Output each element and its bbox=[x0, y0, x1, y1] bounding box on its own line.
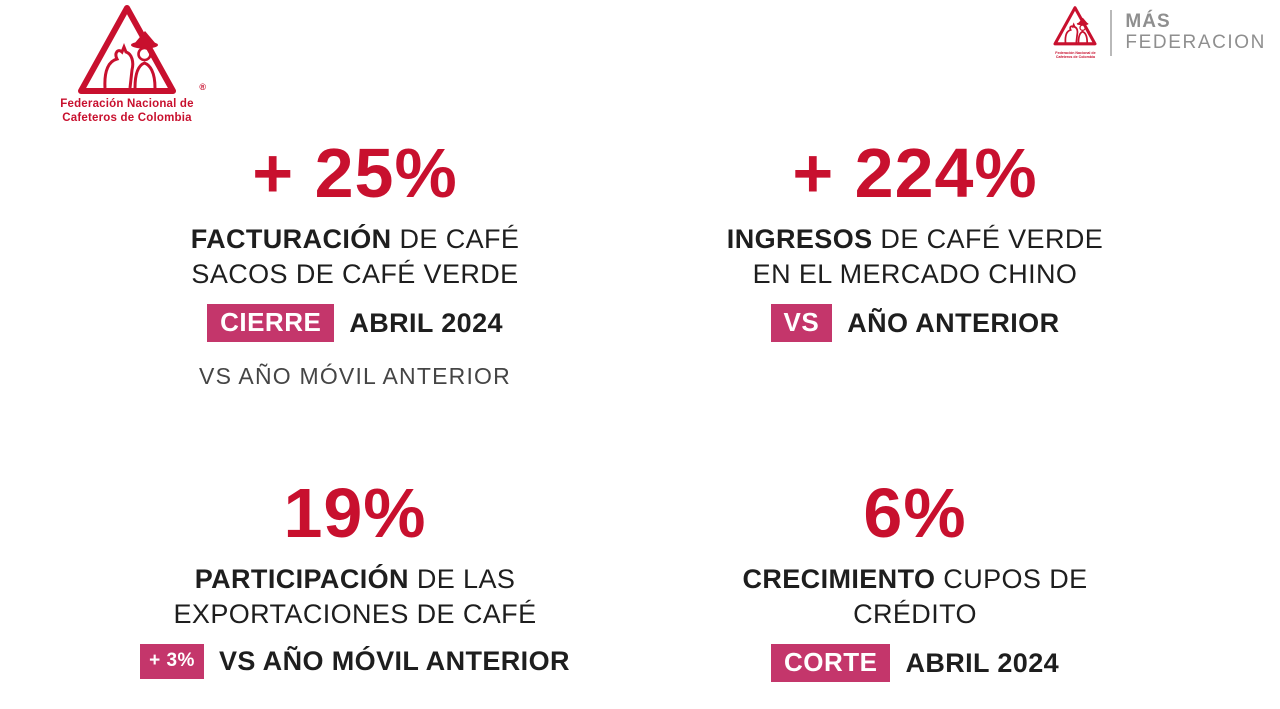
stat-badge-row: VS AÑO ANTERIOR bbox=[770, 304, 1060, 343]
federacion-triangle-emblem-small-icon bbox=[1053, 6, 1097, 46]
vertical-divider bbox=[1110, 9, 1113, 56]
mas-federacion-lockup: Federación Nacional de Cafeteros de Colo… bbox=[1053, 6, 1266, 59]
stat-description-line2: SACOS DE CAFÉ VERDE bbox=[191, 258, 519, 289]
stat-value: 6% bbox=[863, 474, 967, 552]
registered-mark: ® bbox=[199, 82, 206, 92]
stat-card-crecimiento: 6% CRECIMIENTO CUPOS DE CRÉDITO CORTE AB… bbox=[640, 478, 1280, 709]
stat-description-bold: FACTURACIÓN bbox=[190, 224, 392, 254]
federacion-logo-small: Federación Nacional de Cafeteros de Colo… bbox=[1053, 6, 1097, 59]
stat-badge-label: VS AÑO MÓVIL ANTERIOR bbox=[218, 646, 570, 677]
stat-badge-label: ABRIL 2024 bbox=[349, 307, 503, 338]
stat-badge: + 3% bbox=[140, 644, 204, 680]
federacion-logo-small-text: Federación Nacional de Cafeteros de Colo… bbox=[1053, 51, 1097, 59]
federacion-logo-small-text-line2: Cafeteros de Colombia bbox=[1055, 55, 1095, 60]
stat-footnote bbox=[640, 363, 1190, 387]
stat-badge-row: CIERRE ABRIL 2024 bbox=[207, 304, 503, 343]
stat-badge: CORTE bbox=[770, 644, 891, 683]
stat-description-line1: INGRESOS DE CAFÉ VERDE bbox=[640, 222, 1190, 257]
federacion-triangle-emblem-icon bbox=[78, 5, 176, 94]
stat-badge: CIERRE bbox=[207, 304, 335, 343]
stat-footnote: VS AÑO MÓVIL ANTERIOR bbox=[199, 363, 511, 390]
mas-text: MÁS bbox=[1125, 11, 1171, 33]
stat-card-participacion: 19% PARTICIPACIÓN DE LAS EXPORTACIONES D… bbox=[0, 478, 640, 709]
federacion-logo-text: Federación Nacional de Cafeteros de Colo… bbox=[42, 98, 212, 126]
stat-description-rest: DE LAS bbox=[408, 564, 516, 594]
stat-badge-row: + 3% VS AÑO MÓVIL ANTERIOR bbox=[140, 644, 570, 680]
federacion-text: FEDERACION bbox=[1125, 31, 1266, 53]
stat-description-line1: CRECIMIENTO CUPOS DE bbox=[640, 562, 1190, 597]
stat-description-line1: PARTICIPACIÓN DE LAS bbox=[70, 562, 640, 597]
stat-value: + 25% bbox=[252, 134, 458, 212]
stats-grid: + 25% FACTURACIÓN DE CAFÉ SACOS DE CAFÉ … bbox=[0, 138, 1280, 709]
federacion-logo-text-line2: Cafeteros de Colombia bbox=[62, 111, 192, 124]
stat-description-bold: INGRESOS bbox=[726, 224, 873, 254]
stat-badge-label: ABRIL 2024 bbox=[905, 647, 1060, 678]
stat-badge-label: AÑO ANTERIOR bbox=[847, 307, 1060, 338]
stat-card-facturacion: + 25% FACTURACIÓN DE CAFÉ SACOS DE CAFÉ … bbox=[0, 138, 640, 430]
stat-description-line1: FACTURACIÓN DE CAFÉ bbox=[70, 222, 640, 257]
stat-footnote bbox=[640, 703, 1190, 709]
stat-description-line2: EN EL MERCADO CHINO bbox=[752, 258, 1078, 289]
federacion-logo-text-line1: Federación Nacional de bbox=[60, 98, 194, 110]
stat-description-rest: DE CAFÉ VERDE bbox=[872, 224, 1104, 254]
mas-federacion-text: MÁS FEDERACION bbox=[1125, 12, 1266, 53]
federacion-logo: ® Federación Nacional de Cafeteros de Co… bbox=[42, 4, 212, 126]
stat-description-rest: DE CAFÉ bbox=[391, 224, 520, 254]
stat-badge-row: CORTE ABRIL 2024 bbox=[770, 644, 1060, 683]
federacion-logo-small-text-line1: Federación Nacional de bbox=[1055, 51, 1096, 55]
stat-value: 19% bbox=[283, 474, 427, 552]
stat-description-line2: CRÉDITO bbox=[853, 598, 977, 629]
stat-card-ingresos: + 224% INGRESOS DE CAFÉ VERDE EN EL MERC… bbox=[640, 138, 1280, 430]
stat-description-bold: PARTICIPACIÓN bbox=[194, 564, 409, 594]
stat-badge: VS bbox=[770, 304, 833, 343]
stat-description-line2: EXPORTACIONES DE CAFÉ bbox=[173, 598, 537, 629]
stat-description-rest: CUPOS DE bbox=[935, 564, 1088, 594]
stat-footnote bbox=[70, 700, 640, 709]
stat-value: + 224% bbox=[792, 134, 1038, 212]
stat-description-bold: CRECIMIENTO bbox=[742, 564, 936, 594]
